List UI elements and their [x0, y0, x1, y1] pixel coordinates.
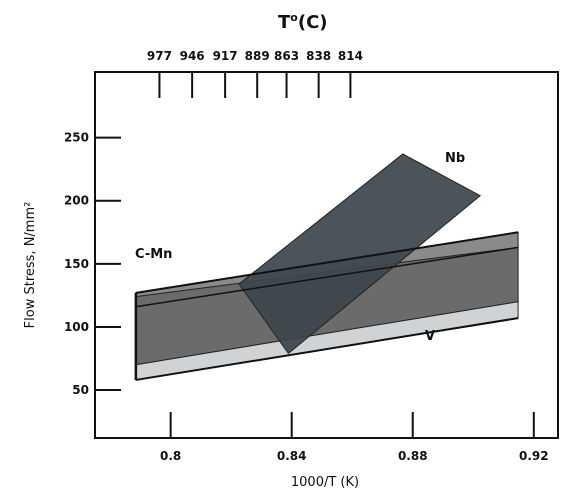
top-tick-label-977: 977	[147, 49, 172, 63]
x-tick-label-0.88: 0.88	[398, 449, 428, 463]
y-tick-label-250: 250	[64, 131, 89, 145]
top-axis-title: To(C)	[278, 11, 328, 33]
y-axis-title: Flow Stress, N/mm²	[23, 202, 38, 329]
top-tick-label-814: 814	[338, 49, 363, 63]
x-axis-title: 1000/T (K)	[291, 475, 359, 490]
y-tick-label-100: 100	[64, 320, 89, 334]
axis-tick-labels: 50 100 150 200 250 0.8 0.84 0.88 0.92 977 946 917 88…	[64, 49, 549, 463]
series-edges	[134, 231, 519, 381]
top-axis-title-main: T	[278, 12, 291, 33]
series-edge-v-bottom	[135, 317, 519, 381]
plot-frame	[94, 71, 559, 439]
series-label-nb: Nb	[445, 151, 465, 166]
x-tick-label-0.8: 0.8	[160, 449, 181, 463]
axis-ticks	[95, 72, 535, 438]
top-tick-label-838: 838	[306, 49, 331, 63]
top-tick-label-863: 863	[274, 49, 299, 63]
y-tick-label-50: 50	[72, 383, 89, 397]
x-tick-label-0.92: 0.92	[519, 449, 549, 463]
top-axis-title-sup: o	[290, 11, 298, 24]
series-edge-cmn-inner	[135, 246, 519, 308]
series-label-v: V	[425, 329, 435, 344]
series-area-nb-3	[238, 153, 482, 355]
series-areas	[135, 153, 519, 381]
y-tick-label-150: 150	[64, 257, 89, 271]
top-tick-label-917: 917	[213, 49, 238, 63]
top-axis-title-unit: (C)	[298, 12, 328, 33]
top-tick-label-946: 946	[180, 49, 205, 63]
x-tick-label-0.84: 0.84	[277, 449, 307, 463]
series-edge-cmn-top	[135, 231, 519, 294]
series-label-cmn: C-Mn	[135, 247, 172, 262]
top-tick-label-889: 889	[245, 49, 270, 63]
y-tick-label-200: 200	[64, 194, 89, 208]
